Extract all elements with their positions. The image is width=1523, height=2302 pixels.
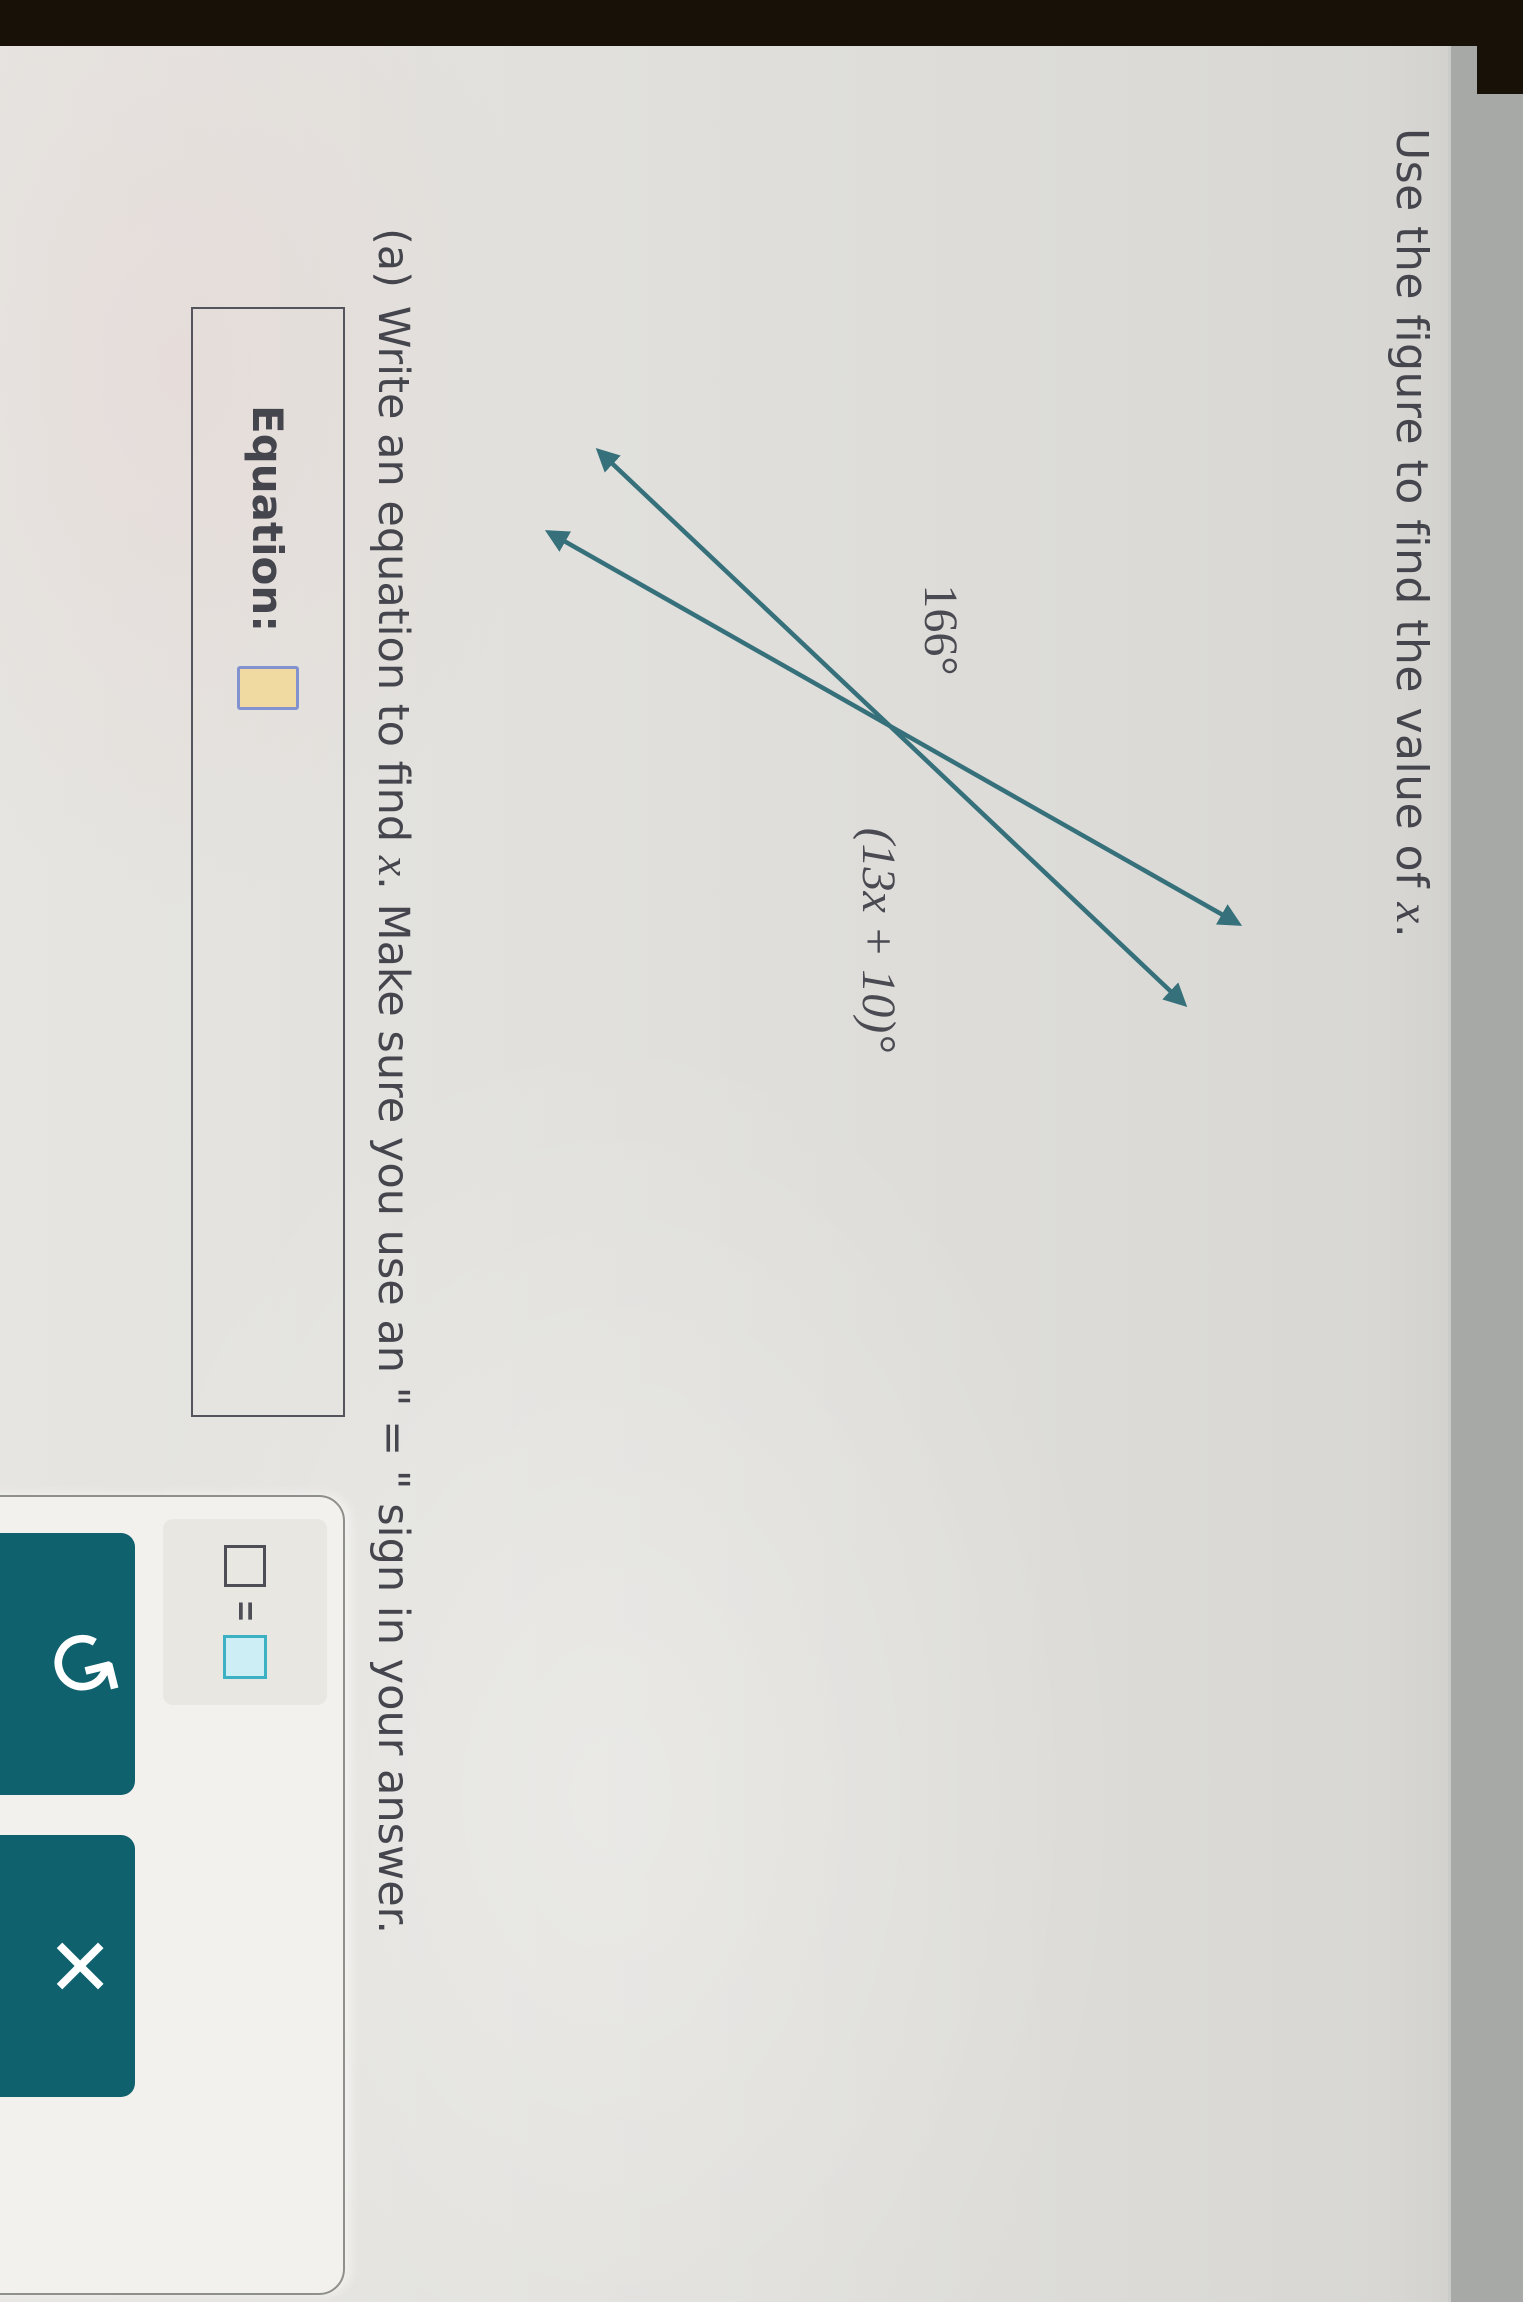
question-a: (a) Write an equation to find x. Make sur… (368, 228, 421, 1934)
bezel-black-corner (1477, 0, 1523, 94)
template-left-box-icon (224, 1545, 266, 1588)
angle-figure: 166° (13x + 10)° (544, 447, 1243, 1053)
template-right-box-icon (223, 1634, 267, 1679)
equation-answer-box: Equation: (191, 307, 345, 1417)
page-title-text: Use the figure to find the value of (1386, 128, 1437, 903)
equation-label: Equation: (243, 405, 293, 633)
close-icon: ✕ (34, 1932, 123, 2000)
screen-top-strip (1448, 46, 1523, 2302)
question-variable: x (369, 855, 420, 877)
undo-button[interactable]: ↺ (0, 1533, 139, 1795)
undo-icon: ↺ (21, 1615, 139, 1715)
template-equals-sign: = (226, 1601, 265, 1621)
equation-input[interactable] (237, 666, 299, 711)
page-title-period: . (1386, 923, 1437, 939)
ray-shallow (595, 447, 1188, 1008)
answer-toolbar-panel: = ↺ ✕ (0, 1495, 345, 2295)
angle-label-166: 166° (914, 584, 967, 675)
question-text-tail: . Make sure you use an " = " sign in you… (368, 876, 418, 1935)
question-part-label: (a) (368, 228, 418, 288)
page-title-variable: x (1386, 902, 1438, 924)
page-title: Use the figure to find the value of x. (1385, 128, 1439, 938)
question-text: Write an equation to find (368, 305, 418, 856)
clear-button[interactable]: ✕ (0, 1835, 135, 2097)
equation-template-button[interactable]: = (163, 1519, 327, 1705)
bezel-black-band (0, 0, 1523, 46)
angle-label-13x10: (13x + 10)° (852, 828, 905, 1053)
